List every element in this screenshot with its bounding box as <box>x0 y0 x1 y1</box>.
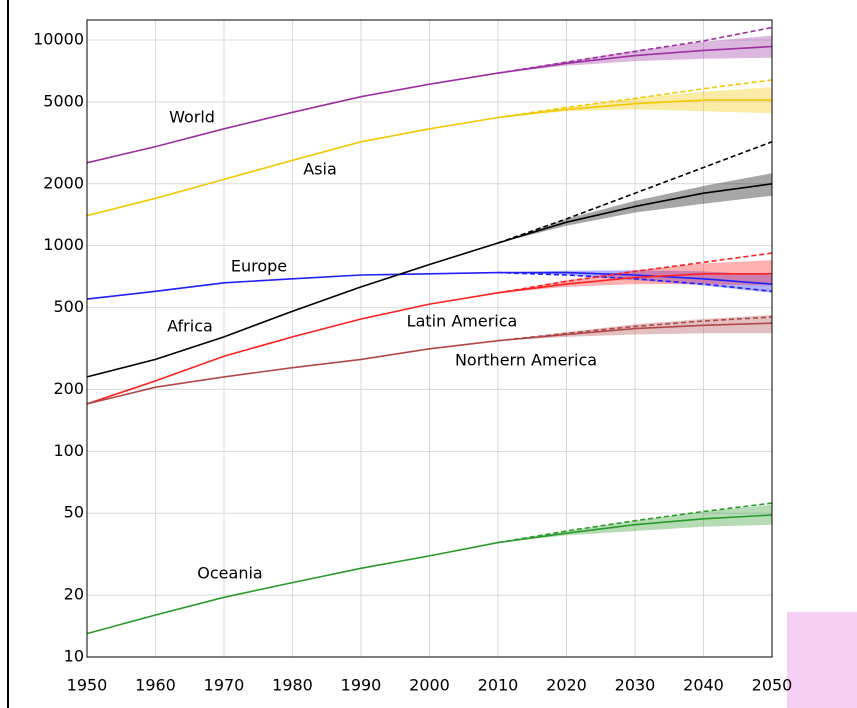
series-line <box>86 514 773 635</box>
y-tick-label: 1000 <box>43 235 84 254</box>
uncertainty-band <box>498 173 772 243</box>
projection-line <box>497 141 773 244</box>
y-tick-label: 2000 <box>43 173 84 192</box>
series-label: Northern America <box>455 351 597 370</box>
series-line <box>86 273 772 405</box>
x-tick-label: 1990 <box>341 676 382 695</box>
series-label: Europe <box>231 257 287 276</box>
x-tick-label: 1950 <box>67 676 108 695</box>
y-tick-label: 50 <box>64 503 84 522</box>
plot-frame <box>86 19 773 658</box>
y-tick-label: 5000 <box>43 91 84 110</box>
x-tick-label: 1970 <box>204 676 245 695</box>
projection-line <box>497 252 773 294</box>
projection-line <box>497 502 773 544</box>
series-label: Latin America <box>407 312 518 331</box>
projection-line <box>497 316 773 342</box>
x-tick-label: 2020 <box>546 676 587 695</box>
y-tick-label: 200 <box>53 379 84 398</box>
y-tick-label: 10000 <box>33 30 84 49</box>
projection-line <box>497 271 773 293</box>
x-tick-label: 2040 <box>683 676 724 695</box>
x-tick-label: 2050 <box>752 676 793 695</box>
uncertainty-band <box>498 270 772 293</box>
y-tick-label: 10 <box>64 647 84 666</box>
series-line <box>86 322 773 405</box>
series-line <box>86 45 773 164</box>
series-label: World <box>169 108 215 127</box>
x-tick-label: 1960 <box>135 676 176 695</box>
series-line <box>86 183 773 378</box>
series-label: Africa <box>167 317 213 336</box>
y-tick-label: 100 <box>53 441 84 460</box>
lines <box>86 26 773 635</box>
decoration <box>787 612 857 708</box>
series-label: Asia <box>303 160 337 179</box>
projection-line <box>497 79 773 119</box>
x-tick-label: 2030 <box>615 676 656 695</box>
x-tick-label: 2010 <box>478 676 519 695</box>
y-tick-label: 500 <box>53 297 84 316</box>
series-line <box>86 99 772 217</box>
x-tick-label: 2000 <box>409 676 450 695</box>
x-tick-label: 1980 <box>272 676 313 695</box>
projection-line <box>497 26 773 74</box>
y-tick-label: 20 <box>64 585 84 604</box>
series-label: Oceania <box>197 564 262 583</box>
